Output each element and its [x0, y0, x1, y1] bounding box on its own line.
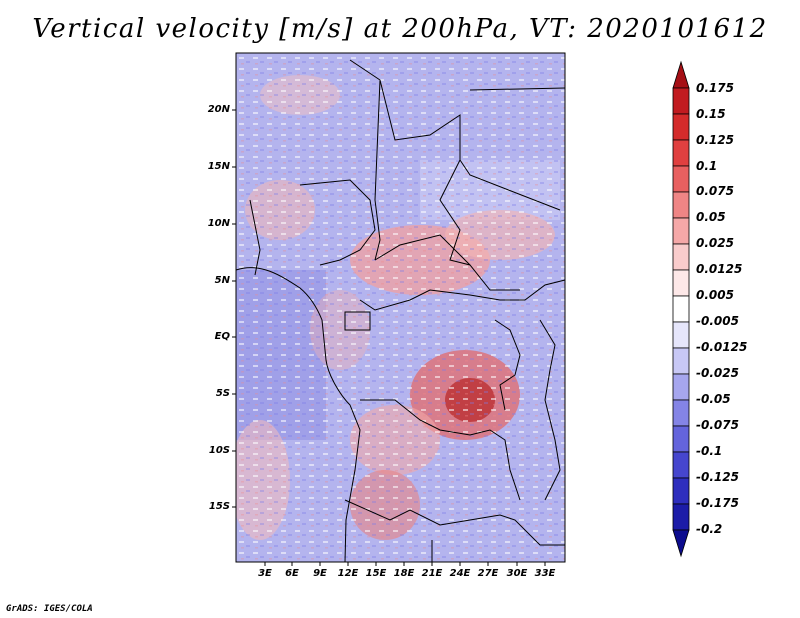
lat-label-15n: 15N	[207, 161, 230, 172]
lon-label-12e: 12E	[337, 568, 359, 579]
colorbar-label: 0.025	[696, 236, 734, 250]
lon-label-21e: 21E	[421, 568, 443, 579]
colorbar-segment	[672, 217, 690, 245]
colorbar-segment	[672, 139, 690, 167]
colorbar-label: -0.005	[696, 314, 739, 328]
lon-label-3e: 3E	[258, 568, 272, 579]
colorbar-segment	[672, 477, 690, 505]
colorbar-segment	[672, 243, 690, 271]
colorbar-label: -0.1	[696, 444, 723, 458]
lat-label-5n: 5N	[214, 275, 230, 286]
lat-label-10s: 10S	[208, 445, 230, 456]
colorbar-segment	[672, 451, 690, 479]
colorbar	[672, 60, 690, 558]
lon-label-30e: 30E	[506, 568, 528, 579]
colorbar-segment	[672, 191, 690, 219]
lon-label-6e: 6E	[285, 568, 299, 579]
lon-label-18e: 18E	[393, 568, 415, 579]
colorbar-label: 0.075	[696, 184, 734, 198]
colorbar-segment	[672, 399, 690, 427]
colorbar-segment	[672, 373, 690, 401]
lat-label-10n: 10N	[207, 218, 230, 229]
colorbar-label: 0.05	[696, 210, 726, 224]
colorbar-segment	[672, 425, 690, 453]
lon-label-9e: 9E	[313, 568, 327, 579]
colorbar-label: -0.025	[696, 366, 739, 380]
lat-label-20n: 20N	[207, 104, 230, 115]
velocity-field	[236, 53, 565, 562]
colorbar-segment	[672, 60, 690, 89]
grads-credit: GrADS: IGES/COLA	[6, 604, 93, 614]
lon-label-27e: 27E	[477, 568, 499, 579]
colorbar-label: -0.125	[696, 470, 739, 484]
lon-label-24e: 24E	[449, 568, 471, 579]
map-frame	[235, 52, 566, 563]
colorbar-label: 0.175	[696, 81, 734, 95]
colorbar-segment	[672, 165, 690, 193]
colorbar-label: 0.0125	[696, 262, 743, 276]
colorbar-label: 0.005	[696, 288, 734, 302]
lon-label-33e: 33E	[534, 568, 556, 579]
colorbar-label: -0.2	[696, 522, 723, 536]
colorbar-label: 0.15	[696, 107, 726, 121]
colorbar-segment	[672, 347, 690, 375]
colorbar-segment	[672, 269, 690, 297]
colorbar-segment	[672, 503, 690, 531]
country-borders	[235, 59, 566, 563]
colorbar-label: 0.1	[696, 159, 718, 173]
lat-label-15s: 15S	[208, 501, 230, 512]
colorbar-segment	[672, 295, 690, 323]
colorbar-segment	[672, 87, 690, 115]
colorbar-label: -0.05	[696, 392, 731, 406]
colorbar-segment	[672, 113, 690, 141]
colorbar-segment	[672, 529, 690, 558]
lat-label-eq: EQ	[214, 331, 230, 342]
axis-ticks	[232, 109, 546, 566]
colorbar-label: -0.075	[696, 418, 739, 432]
colorbar-label: 0.125	[696, 133, 734, 147]
lon-label-15e: 15E	[365, 568, 387, 579]
colorbar-segment	[672, 321, 690, 349]
colorbar-label: -0.0125	[696, 340, 748, 354]
map-title: Vertical velocity [m/s] at 200hPa, VT: 2…	[32, 14, 768, 44]
colorbar-label: -0.175	[696, 496, 739, 510]
lat-label-5s: 5S	[215, 388, 230, 399]
